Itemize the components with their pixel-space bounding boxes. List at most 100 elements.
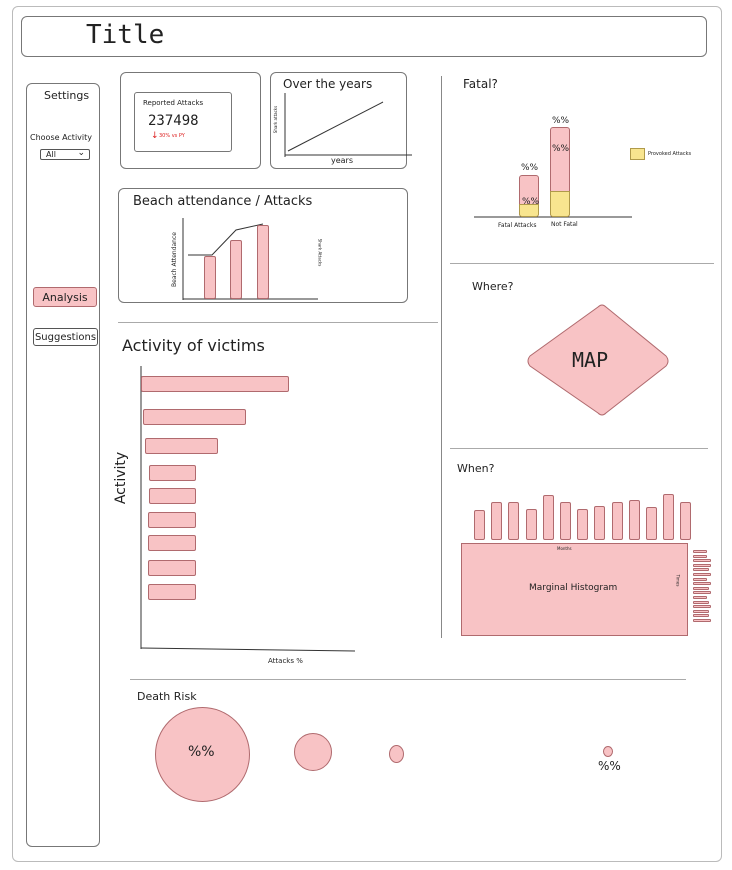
death-circle-2 [294, 733, 332, 771]
fatal-bar-provoked-1 [519, 203, 539, 217]
when-time-bar [693, 568, 709, 572]
death-pct-2: %% [598, 759, 621, 773]
activity-bar [148, 535, 196, 551]
when-month-bar [577, 509, 589, 540]
activity-bar [145, 438, 218, 454]
over-years-title: Over the years [283, 77, 373, 91]
when-time-bar [693, 573, 711, 576]
divider-death [130, 679, 686, 680]
fatal-cat-2: Not Fatal [551, 221, 578, 228]
page-title: Title [86, 20, 165, 50]
over-years-panel [270, 72, 407, 169]
when-month-bar [628, 500, 640, 540]
death-title: Death Risk [137, 690, 197, 703]
when-month-bar [646, 507, 657, 540]
activity-bar [141, 376, 289, 392]
dashboard-frame [12, 6, 722, 862]
when-time-bar [693, 614, 709, 618]
when-side-label: Times [675, 574, 681, 587]
kpi-label: Reported Attacks [143, 99, 204, 107]
suggestions-button[interactable]: Suggestions [33, 328, 98, 346]
marginal-histogram-body [461, 543, 688, 636]
settings-heading: Settings [44, 89, 90, 102]
when-title: When? [457, 462, 495, 475]
death-circle-3 [389, 745, 404, 763]
when-time-bar [693, 605, 711, 609]
fatal-cat-1: Fatal Attacks [498, 222, 537, 229]
death-circle-4 [603, 746, 613, 757]
when-time-bar [693, 619, 711, 622]
vertical-divider [441, 76, 442, 638]
when-month-bar [474, 510, 485, 540]
fatal-pct-inner-1: %% [522, 197, 540, 207]
when-month-bar [680, 502, 692, 540]
arrow-down-icon: ↓ [151, 131, 159, 141]
death-circle-1 [155, 707, 250, 802]
fatal-pct-inner-2: %% [552, 144, 570, 154]
kpi-panel [120, 72, 261, 169]
analysis-button[interactable]: Analysis [33, 287, 97, 307]
beach-title: Beach attendance / Attacks [133, 194, 313, 209]
fatal-bar-provoked-2 [550, 190, 570, 217]
when-month-bar [491, 502, 503, 540]
fatal-pct-top-1: %% [521, 163, 539, 173]
when-time-bar [693, 577, 707, 581]
divider-when [450, 448, 708, 449]
when-month-bar [508, 502, 520, 540]
kpi-value: 237498 [148, 113, 199, 129]
activity-xlabel: Attacks % [268, 657, 303, 665]
death-pct-1: %% [188, 744, 215, 760]
activity-bar [149, 488, 196, 504]
beach-panel [118, 188, 408, 303]
when-month-bar [542, 495, 554, 540]
choose-activity-label: Choose Activity [30, 133, 92, 142]
activity-select-value: All [46, 150, 56, 159]
when-time-bar [693, 596, 707, 599]
fatal-pct-top-2: %% [552, 116, 570, 126]
map-label: MAP [572, 348, 609, 372]
when-month-bar [663, 494, 675, 540]
activity-bar [143, 409, 247, 425]
over-years-xlabel: years [331, 156, 354, 165]
kpi-delta: 30% vs PY [159, 133, 185, 139]
fatal-legend-swatch [630, 148, 645, 160]
beach-bar [230, 240, 242, 299]
activity-title: Activity of victims [122, 336, 265, 355]
when-center-label: Marginal Histogram [529, 583, 618, 593]
when-time-bar [693, 586, 709, 590]
divider-where [450, 263, 714, 264]
divider-activity [118, 322, 438, 323]
when-time-bar [693, 609, 709, 613]
activity-bar [148, 512, 196, 528]
activity-select[interactable]: All ⌄ [40, 148, 90, 160]
activity-bar [148, 584, 196, 600]
beach-bar [257, 225, 269, 299]
when-time-bar [693, 582, 711, 586]
suggestions-button-label: Suggestions [34, 331, 97, 343]
when-time-bar [693, 559, 711, 563]
fatal-legend-label: Provoked Attacks [648, 151, 692, 157]
beach-bar [204, 256, 216, 299]
when-time-bar [693, 563, 711, 567]
kpi-card [134, 92, 232, 152]
when-time-bar [693, 554, 707, 558]
when-time-bar [693, 591, 711, 595]
fatal-title: Fatal? [463, 77, 498, 91]
activity-bar [149, 465, 196, 481]
when-time-bar [693, 600, 709, 604]
settings-sidebar [26, 83, 100, 847]
activity-bar [148, 560, 196, 576]
when-month-bar [525, 509, 537, 540]
when-month-bar [611, 502, 623, 540]
when-month-bar [560, 502, 571, 540]
when-months-label: Months [557, 546, 572, 551]
analysis-button-label: Analysis [42, 290, 88, 304]
activity-ylabel: Activity [113, 451, 130, 505]
title-bar [21, 16, 707, 57]
when-month-bar [594, 506, 606, 540]
